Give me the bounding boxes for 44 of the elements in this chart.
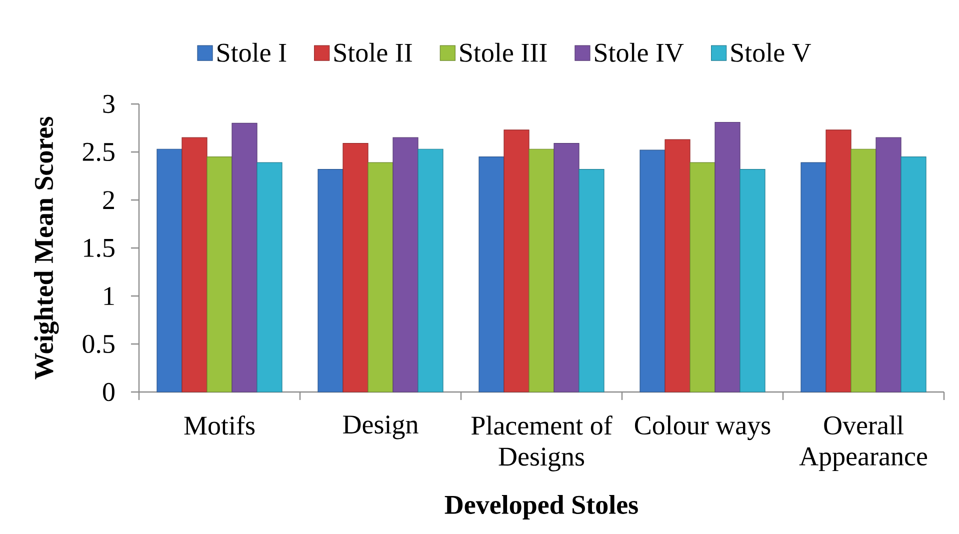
y-tick-label: 2.5 [82,142,114,162]
bar [478,156,504,392]
x-tick-label: Design [343,416,418,440]
x-tick-label: Overall Appearance [799,416,928,472]
bar [714,122,740,392]
y-tick-label: 0.5 [82,334,114,354]
legend-label: Stole V [731,42,812,62]
y-tick-label: 1.5 [84,238,114,258]
bar [690,162,716,392]
bar [392,137,418,392]
bar [876,137,902,392]
bar [206,156,232,392]
bar [800,162,826,392]
bar [740,168,766,392]
y-tick-label: 0 [103,382,114,402]
x-tick-label: Motifs [184,416,255,435]
x-tick-label: Colour ways [634,416,770,440]
bar [850,148,876,392]
bar [232,122,258,392]
y-tick-label: 3 [103,94,114,114]
bar [664,139,690,392]
y-tick-label: 1 [104,287,114,305]
bar [578,168,604,392]
bar [156,148,182,392]
bar [318,168,344,392]
x-tick-label: Placement of Designs [471,416,612,472]
legend-label: Stole I [218,42,286,62]
bar [368,162,394,392]
y-axis-title: Weighted Mean Scores [34,116,59,380]
bar [900,156,926,392]
x-axis-title: Developed Stoles [444,494,638,520]
bar [640,150,666,392]
bar [528,148,554,392]
bar [256,162,282,392]
bar [554,143,580,392]
legend-label: Stole IV [595,42,684,62]
y-tick-label: 2 [103,191,114,209]
legend-label: Stole II [334,42,412,62]
bar [826,130,852,392]
bar [342,143,368,392]
bar [504,130,530,392]
bar [182,137,208,392]
legend-label: Stole III [460,42,547,62]
bar [418,148,444,392]
